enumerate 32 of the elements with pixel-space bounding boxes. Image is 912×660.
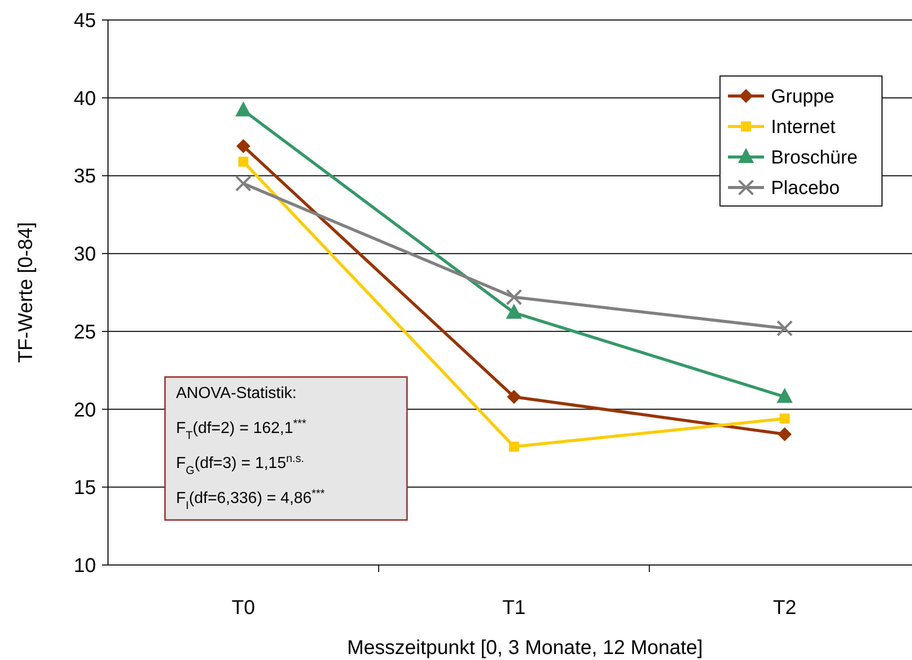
annotation: F$_{G}$(df=3) = 1,15$^{n.s.}$ <box>176 453 304 477</box>
point <box>236 139 250 154</box>
point <box>236 176 252 192</box>
annotation: F$_{T}$(df=2) = 162,1$^{***}$ <box>176 418 307 442</box>
x-tick-label: T1 <box>502 597 526 619</box>
point <box>507 390 521 404</box>
legend-label: Gruppe <box>771 86 834 108</box>
point <box>238 156 248 167</box>
y-tick-label: 35 <box>74 166 96 188</box>
y-tick-label: 40 <box>74 88 96 110</box>
legend-label: Internet <box>771 117 836 138</box>
point <box>235 101 252 116</box>
y-tick-label: 15 <box>74 477 96 500</box>
annotation: F$_{I}$(df=6,336) = 4,86$^{***}$ <box>176 488 326 512</box>
y-tick-label: 10 <box>74 555 96 577</box>
y-tick-label: 25 <box>74 321 96 344</box>
y-tick-label: 30 <box>74 244 96 266</box>
legend-label: Placebo <box>771 178 840 200</box>
annotation: ANOVA-Statistik: <box>176 385 297 402</box>
x-tick-label: T2 <box>772 597 796 619</box>
x-tick-label: T0 <box>232 597 256 619</box>
y-tick-label: 45 <box>74 10 96 32</box>
point <box>506 304 522 319</box>
point <box>778 427 792 442</box>
point <box>506 289 522 305</box>
y-tick-label: 20 <box>74 399 96 422</box>
x-axis-title: Messzeitpunkt [0, 3 Monate, 12 Monate] <box>347 637 703 659</box>
point <box>509 442 519 452</box>
point <box>776 320 792 336</box>
point <box>780 414 790 424</box>
legend-label: Broschüre <box>771 148 858 169</box>
y-axis-title: TF-Werte [0-84] <box>15 222 37 363</box>
